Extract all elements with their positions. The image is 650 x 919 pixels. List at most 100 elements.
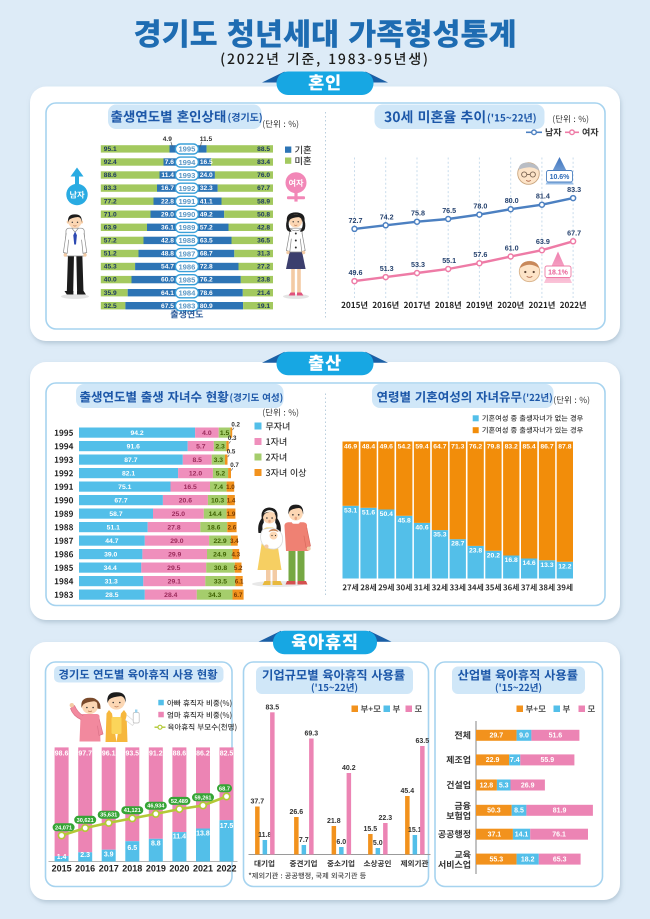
svg-text:45.3: 45.3 (104, 264, 117, 271)
svg-text:67.7: 67.7 (257, 185, 270, 192)
svg-text:31.3: 31.3 (105, 578, 118, 585)
svg-text:79.8: 79.8 (487, 444, 500, 451)
svg-text:57.2: 57.2 (104, 238, 117, 245)
svg-text:49.6: 49.6 (349, 268, 363, 277)
svg-text:82.5: 82.5 (220, 751, 234, 758)
svg-text:51.3: 51.3 (380, 264, 394, 273)
svg-text:1995: 1995 (178, 145, 196, 154)
svg-text:7.7: 7.7 (299, 837, 309, 844)
svg-text:35.9: 35.9 (104, 290, 117, 297)
svg-text:0.3: 0.3 (228, 435, 237, 442)
svg-text:6.7: 6.7 (234, 592, 243, 599)
svg-text:29.1: 29.1 (168, 578, 181, 585)
svg-text:65.3: 65.3 (553, 856, 567, 863)
svg-text:10.6%: 10.6% (550, 174, 571, 181)
svg-text:33.5: 33.5 (214, 578, 227, 585)
svg-text:76.0: 76.0 (257, 172, 270, 179)
svg-text:7.6: 7.6 (165, 159, 174, 166)
svg-text:32.3: 32.3 (200, 185, 213, 192)
svg-text:2021: 2021 (193, 864, 213, 874)
svg-text:67.7: 67.7 (567, 228, 581, 237)
svg-text:51.2: 51.2 (104, 251, 117, 258)
svg-text:48.4: 48.4 (362, 444, 375, 451)
svg-text:16.5: 16.5 (200, 159, 213, 166)
svg-text:50.4: 50.4 (380, 511, 393, 518)
svg-text:41,121: 41,121 (124, 808, 141, 814)
svg-text:69.3: 69.3 (304, 731, 318, 738)
svg-text:2.3: 2.3 (80, 852, 90, 859)
svg-text:45.8: 45.8 (398, 517, 411, 524)
svg-text:88.6: 88.6 (104, 172, 117, 179)
svg-text:3.3: 3.3 (214, 457, 224, 464)
svg-text:29.0: 29.0 (170, 538, 183, 545)
svg-text:9.0: 9.0 (519, 733, 529, 740)
svg-text:36.1: 36.1 (161, 224, 174, 231)
svg-text:54.7: 54.7 (161, 264, 174, 271)
svg-text:2017: 2017 (99, 864, 119, 874)
svg-text:91.2: 91.2 (149, 751, 163, 758)
svg-text:76.1: 76.1 (552, 832, 566, 839)
svg-text:34.3: 34.3 (208, 592, 221, 599)
svg-text:20.6: 20.6 (179, 497, 192, 504)
svg-text:58.9: 58.9 (257, 198, 270, 205)
svg-text:29.5: 29.5 (167, 565, 180, 572)
svg-text:35,631: 35,631 (100, 813, 117, 819)
svg-text:2.3: 2.3 (215, 443, 225, 450)
svg-text:55.3: 55.3 (489, 856, 503, 863)
svg-text:24,071: 24,071 (55, 825, 72, 831)
svg-text:5.7: 5.7 (196, 443, 206, 450)
svg-text:1991: 1991 (178, 197, 196, 206)
svg-text:53.3: 53.3 (411, 260, 425, 269)
svg-text:81.9: 81.9 (553, 808, 567, 815)
svg-text:1.0: 1.0 (226, 484, 235, 491)
svg-text:51.6: 51.6 (549, 733, 563, 740)
svg-text:4.0: 4.0 (202, 430, 212, 437)
svg-text:12.8: 12.8 (480, 782, 494, 789)
svg-text:24.0: 24.0 (200, 172, 213, 179)
svg-text:1.5: 1.5 (220, 430, 230, 437)
svg-text:83.3: 83.3 (104, 185, 117, 192)
svg-text:46,934: 46,934 (147, 804, 165, 810)
svg-text:86.7: 86.7 (540, 444, 553, 451)
svg-text:19.1: 19.1 (257, 303, 270, 310)
svg-text:83.2: 83.2 (505, 444, 518, 451)
svg-text:14.6: 14.6 (522, 560, 535, 567)
svg-text:83.4: 83.4 (257, 159, 270, 166)
svg-text:16.8: 16.8 (505, 557, 518, 564)
svg-text:4.3: 4.3 (231, 551, 240, 558)
svg-text:71.0: 71.0 (104, 211, 117, 218)
svg-text:78.6: 78.6 (200, 290, 213, 297)
svg-text:12.0: 12.0 (189, 470, 202, 477)
svg-text:30,621: 30,621 (77, 818, 94, 824)
svg-text:2022: 2022 (217, 864, 237, 874)
svg-text:36.5: 36.5 (257, 238, 270, 245)
svg-text:1992: 1992 (178, 184, 195, 193)
svg-text:55.1: 55.1 (442, 256, 456, 265)
svg-text:11.4: 11.4 (161, 172, 174, 179)
svg-text:57.2: 57.2 (200, 224, 213, 231)
svg-text:76.2: 76.2 (200, 277, 213, 284)
svg-text:28.7: 28.7 (451, 541, 464, 548)
svg-text:31.3: 31.3 (257, 251, 270, 258)
svg-text:5.0: 5.0 (373, 840, 383, 847)
svg-text:12.2: 12.2 (558, 563, 571, 570)
svg-text:23.8: 23.8 (257, 277, 270, 284)
svg-text:18.2: 18.2 (521, 856, 535, 863)
svg-text:5.2: 5.2 (216, 470, 226, 477)
svg-text:3.4: 3.4 (230, 538, 239, 545)
svg-text:28.4: 28.4 (164, 592, 177, 599)
svg-text:6.5: 6.5 (127, 845, 137, 852)
svg-text:50.8: 50.8 (257, 211, 270, 218)
svg-text:98.6: 98.6 (55, 751, 69, 758)
svg-text:44.7: 44.7 (105, 538, 118, 545)
svg-text:40.2: 40.2 (342, 765, 356, 772)
svg-text:28.5: 28.5 (105, 592, 118, 599)
svg-text:1990: 1990 (178, 210, 195, 219)
svg-text:3.9: 3.9 (104, 852, 114, 859)
svg-text:15.5: 15.5 (363, 826, 377, 833)
svg-text:24.9: 24.9 (213, 551, 226, 558)
svg-text:22.8: 22.8 (161, 198, 174, 205)
svg-text:49.6: 49.6 (380, 444, 393, 451)
svg-text:42.8: 42.8 (161, 238, 174, 245)
svg-text:0.7: 0.7 (230, 462, 239, 469)
